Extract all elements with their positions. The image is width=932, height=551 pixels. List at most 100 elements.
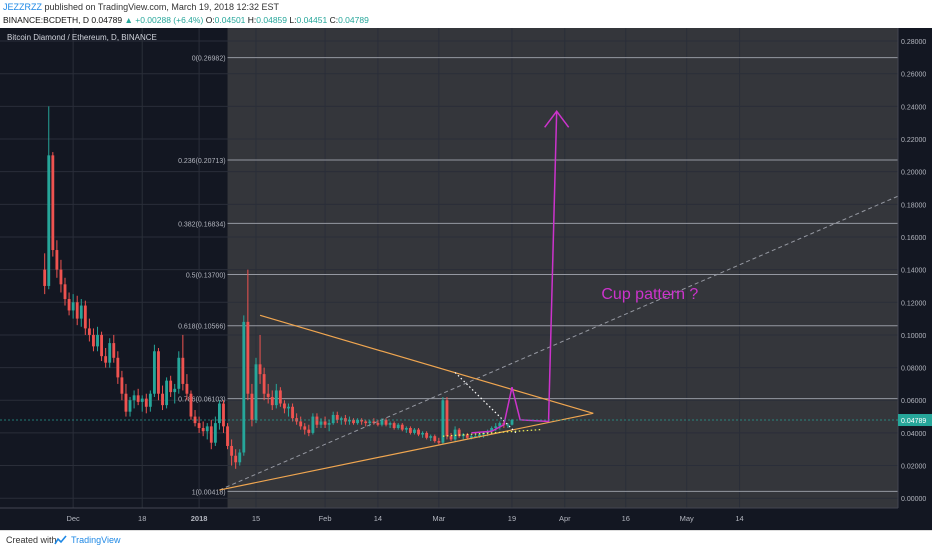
candle-body <box>83 305 87 329</box>
candle-body <box>71 302 75 311</box>
price-tick-label: 0.12000 <box>901 300 926 307</box>
high-value: 0.04859 <box>256 15 288 25</box>
candle-body <box>283 403 286 409</box>
candle-body <box>246 321 250 394</box>
time-tick-label: 2018 <box>191 514 208 523</box>
candle-body <box>254 364 258 420</box>
candle-body <box>465 434 469 438</box>
author-link[interactable]: JEZZRZZ <box>3 2 42 12</box>
price-tick-label: 0.24000 <box>901 104 926 111</box>
triangle-upper-line <box>259 314 594 414</box>
candle-body <box>408 428 412 433</box>
candle-body <box>506 424 510 426</box>
chart-container[interactable]: 0(0.26982) 0.236(0.20713) 0.382(0.16834) 0.… <box>0 28 932 530</box>
time-tick-label: Mar <box>432 514 445 523</box>
time-tick-label: 15 <box>252 514 260 523</box>
fib-range-background <box>227 28 899 508</box>
candle-body <box>421 432 425 435</box>
candle-body <box>242 321 246 453</box>
candle-body <box>327 423 331 425</box>
candle-body <box>453 429 457 440</box>
candle-body <box>193 416 197 424</box>
candle-body <box>498 423 502 427</box>
candle-body <box>490 428 494 432</box>
price-tick-label: 0.18000 <box>901 202 926 209</box>
candle-body <box>413 429 416 433</box>
current-price-tag <box>898 414 932 427</box>
candle-body <box>157 351 160 394</box>
publication-header: JEZZRZZ published on TradingView.com, Ma… <box>0 0 932 28</box>
candle-body <box>205 426 209 432</box>
candle-body <box>120 377 124 394</box>
candle-body <box>372 421 376 424</box>
candle-body <box>132 395 136 401</box>
price-tick-label: 0.16000 <box>901 235 926 242</box>
candle-body <box>392 423 396 428</box>
candle-body <box>112 343 116 358</box>
candle-body <box>360 419 364 422</box>
cup-pattern-path <box>471 111 558 434</box>
price-chart[interactable]: 0(0.26982) 0.236(0.20713) 0.382(0.16834) 0.… <box>0 28 932 530</box>
time-tick-label: May <box>680 514 694 523</box>
fib-level-label: 0.236(0.20713) <box>178 158 225 165</box>
candle-body <box>43 269 47 286</box>
price-axis-background <box>898 28 932 530</box>
candle-body <box>128 400 132 412</box>
created-with-text: Created with <box>6 535 57 545</box>
dotted-yellow-line <box>442 429 541 437</box>
candle-body <box>185 383 189 394</box>
candle-body <box>449 436 453 440</box>
candle-body <box>425 432 429 438</box>
candle-body <box>47 155 51 286</box>
candle-body <box>75 302 79 319</box>
fib-level-label: 1(0.00418) <box>192 489 226 496</box>
fib-level-label: 0(0.26982) <box>192 56 226 63</box>
time-tick-label: Dec <box>66 514 80 523</box>
price-tick-label: 0.20000 <box>901 170 926 177</box>
last-price: 0.04789 <box>91 15 123 25</box>
candle-body <box>148 393 152 407</box>
candle-body <box>165 380 169 406</box>
candle-body <box>335 414 339 420</box>
time-tick-label: 19 <box>508 514 516 523</box>
fib-level-label: 0.786(0.06103) <box>178 397 225 404</box>
candle-body <box>226 426 229 446</box>
candle-body <box>494 426 498 428</box>
candle-body <box>189 393 193 417</box>
candle-body <box>473 436 477 438</box>
candle-body <box>197 423 201 428</box>
fib-level-label: 0.5(0.13700) <box>186 273 226 280</box>
candle-body <box>457 429 461 437</box>
candle-body <box>238 452 242 463</box>
candle-body <box>59 269 63 285</box>
fib-level-label: 0.382(0.16834) <box>178 221 225 228</box>
candle-body <box>173 388 177 393</box>
close-value: 0.04789 <box>338 15 369 25</box>
candle-body <box>161 393 164 406</box>
chart-title: Bitcoin Diamond / Ethereum, D, BINANCE <box>7 33 157 42</box>
candle-body <box>478 434 481 437</box>
candle-body <box>217 403 221 424</box>
price-tick-label: 0.14000 <box>901 268 926 275</box>
candle-body <box>315 416 319 425</box>
time-tick-label: 16 <box>622 514 630 523</box>
candle-body <box>441 400 445 443</box>
tradingview-brand[interactable]: TradingView <box>71 535 121 545</box>
candle-body <box>100 334 104 357</box>
candle-body <box>250 393 254 420</box>
candle-body <box>63 284 67 300</box>
candle-body <box>222 403 225 427</box>
candle-body <box>152 351 156 394</box>
candle-body <box>323 421 327 425</box>
candle-body <box>303 426 307 430</box>
price-tick-label: 0.04000 <box>901 431 926 438</box>
cup-arrow-head <box>544 110 570 128</box>
candle-body <box>445 400 449 437</box>
time-tick-label: 18 <box>138 514 146 523</box>
candle-body <box>331 414 335 424</box>
candle-body <box>307 429 311 433</box>
price-tick-label: 0.26000 <box>901 72 926 79</box>
candle-body <box>396 424 400 428</box>
candle-body <box>67 299 71 311</box>
candle-body <box>429 436 433 438</box>
